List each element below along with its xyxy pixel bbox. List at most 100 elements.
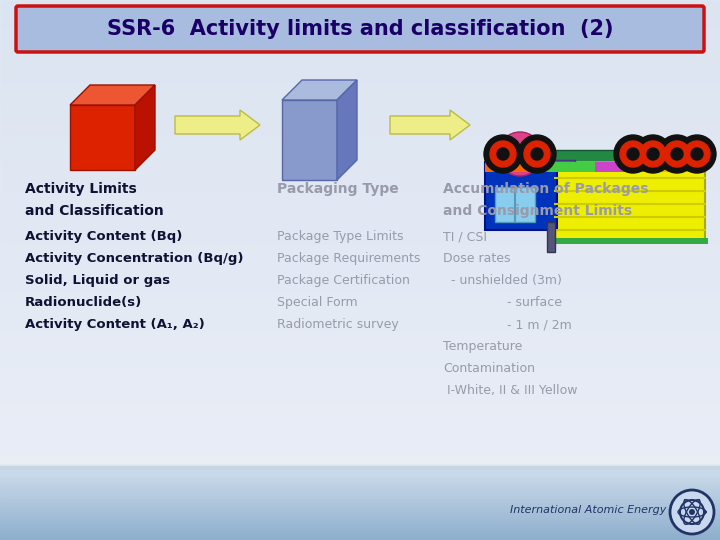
Bar — [0, 503, 720, 505]
Bar — [0, 485, 720, 488]
Bar — [0, 516, 720, 518]
Bar — [650, 162, 705, 172]
Bar — [0, 97, 720, 103]
Bar — [0, 526, 720, 528]
Text: SSR-6  Activity limits and classification  (2): SSR-6 Activity limits and classification… — [107, 19, 613, 39]
Bar — [495, 187, 535, 222]
Bar — [540, 162, 595, 172]
Circle shape — [518, 135, 556, 173]
Bar — [0, 488, 720, 490]
Bar — [0, 103, 720, 108]
Circle shape — [658, 135, 696, 173]
Bar — [0, 49, 720, 54]
Circle shape — [490, 141, 516, 167]
Bar — [0, 470, 720, 471]
Bar — [0, 335, 720, 340]
Bar — [0, 378, 720, 383]
Text: and Consignment Limits: and Consignment Limits — [443, 204, 632, 218]
Bar — [0, 510, 720, 512]
Bar — [0, 443, 720, 448]
Bar — [0, 0, 720, 465]
Bar — [0, 530, 720, 531]
Text: Radiometric survey: Radiometric survey — [277, 318, 399, 331]
Bar — [0, 205, 720, 211]
Bar — [0, 59, 720, 65]
Bar — [0, 538, 720, 540]
Bar — [0, 498, 720, 500]
Bar — [0, 515, 720, 517]
Bar — [0, 530, 720, 532]
Bar — [0, 476, 720, 477]
Bar — [0, 238, 720, 243]
Bar — [0, 490, 720, 492]
Bar — [485, 150, 705, 162]
Bar — [0, 537, 720, 540]
Bar — [0, 211, 720, 216]
Circle shape — [640, 141, 666, 167]
Bar — [0, 508, 720, 510]
Bar — [0, 522, 720, 525]
Bar — [0, 518, 720, 524]
Bar — [0, 70, 720, 76]
Circle shape — [684, 141, 710, 167]
Bar — [0, 259, 720, 265]
Bar — [0, 507, 720, 508]
Bar — [0, 501, 720, 502]
Bar — [0, 265, 720, 270]
Text: Packaging Type: Packaging Type — [277, 182, 399, 196]
Text: Activity Content (A₁, A₂): Activity Content (A₁, A₂) — [25, 318, 205, 331]
Text: - unshielded (3m): - unshielded (3m) — [443, 274, 562, 287]
Bar — [0, 454, 720, 459]
Circle shape — [524, 141, 550, 167]
Bar — [0, 514, 720, 515]
Bar — [0, 515, 720, 516]
Circle shape — [627, 148, 639, 160]
Bar — [0, 38, 720, 43]
Text: Special Form: Special Form — [277, 296, 358, 309]
Bar — [0, 362, 720, 367]
Text: Activity Concentration (Bq/g): Activity Concentration (Bq/g) — [25, 252, 243, 265]
Bar — [0, 400, 720, 405]
Bar — [0, 494, 720, 495]
Bar — [0, 537, 720, 538]
Bar — [0, 495, 720, 497]
Text: TI / CSI: TI / CSI — [443, 230, 487, 243]
Bar — [0, 520, 720, 523]
Bar — [0, 313, 720, 319]
Bar — [0, 474, 720, 476]
Bar — [555, 162, 705, 242]
Bar — [0, 535, 720, 537]
Bar — [0, 173, 720, 178]
Bar — [0, 27, 720, 32]
FancyArrow shape — [390, 110, 470, 140]
Bar — [0, 189, 720, 194]
Bar — [0, 302, 720, 308]
Text: Solid, Liquid or gas: Solid, Liquid or gas — [25, 274, 171, 287]
Bar — [0, 308, 720, 313]
Bar — [0, 227, 720, 232]
Bar — [0, 488, 720, 490]
Bar — [0, 517, 720, 519]
Bar — [0, 373, 720, 378]
Bar — [0, 216, 720, 221]
Text: Package Type Limits: Package Type Limits — [277, 230, 404, 243]
Bar — [485, 162, 540, 172]
Bar — [0, 124, 720, 130]
Text: and Classification: and Classification — [25, 204, 164, 218]
Bar — [0, 140, 720, 146]
Bar — [0, 292, 720, 297]
Bar — [0, 281, 720, 286]
Circle shape — [498, 132, 542, 176]
Bar — [0, 0, 720, 5]
Bar — [0, 524, 720, 529]
Bar — [0, 508, 720, 509]
Bar — [0, 194, 720, 200]
Bar — [0, 502, 720, 504]
Bar — [0, 480, 720, 483]
Bar — [0, 485, 720, 487]
Circle shape — [664, 141, 690, 167]
Bar — [485, 160, 557, 168]
Polygon shape — [70, 85, 155, 105]
Bar — [0, 492, 720, 494]
Bar — [0, 475, 720, 477]
